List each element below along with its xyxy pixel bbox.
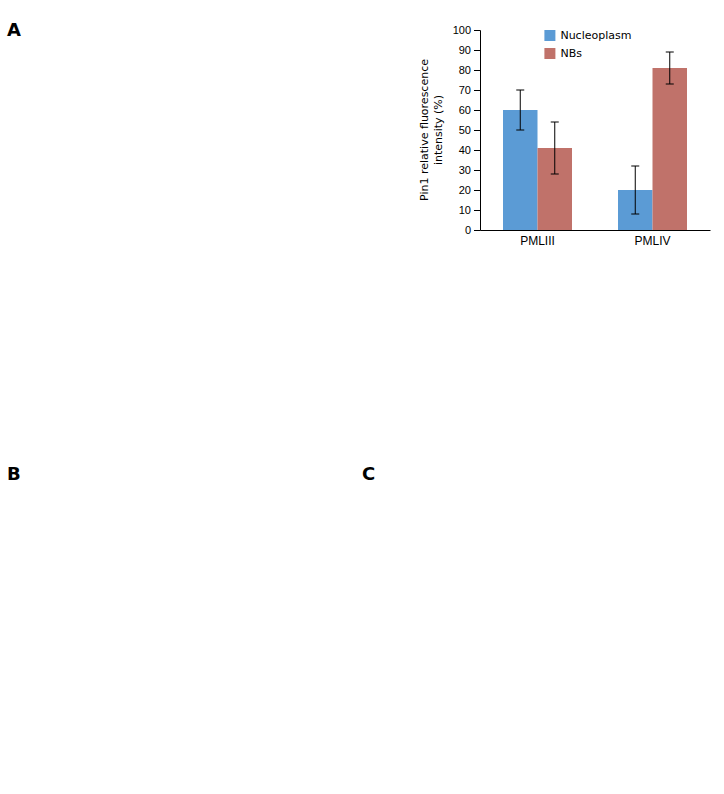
error-cap bbox=[666, 84, 674, 85]
axis-line bbox=[481, 230, 711, 231]
error-cap bbox=[551, 122, 559, 123]
error-cap bbox=[551, 174, 559, 175]
tick: 20 bbox=[459, 184, 480, 196]
tick-label: 0 bbox=[465, 224, 471, 236]
tick-mark bbox=[474, 90, 480, 91]
axis-title: Pin1 relative fluorescenceintensity (%) bbox=[418, 59, 445, 201]
legend-label: NBs bbox=[560, 47, 582, 60]
figure: A B C 0 10 20 30 40 50 60 70 80 90 100 PMLIII PMLIV Pin1… bbox=[0, 0, 724, 794]
tick: 30 bbox=[459, 164, 480, 176]
tick-mark bbox=[474, 30, 480, 31]
tick-label: 90 bbox=[459, 44, 471, 56]
bar bbox=[653, 68, 688, 230]
axis-title-line: intensity (%) bbox=[432, 95, 445, 165]
tick-label: PMLIV bbox=[634, 234, 670, 248]
error-cap bbox=[631, 166, 639, 167]
tick-label: 20 bbox=[459, 184, 471, 196]
tick: 0 bbox=[465, 224, 480, 236]
tick-mark bbox=[474, 130, 480, 131]
tick-label: 30 bbox=[459, 164, 471, 176]
tick-mark bbox=[474, 50, 480, 51]
series bbox=[503, 90, 653, 230]
legend-swatch bbox=[544, 48, 555, 59]
tick-mark bbox=[474, 110, 480, 111]
legend-label: Nucleoplasm bbox=[560, 29, 631, 42]
panel-label: A bbox=[7, 19, 21, 40]
legend-swatch bbox=[544, 30, 555, 41]
axis-title-line: Pin1 relative fluorescence bbox=[418, 59, 431, 201]
error-line bbox=[554, 122, 555, 174]
plot: 0 10 20 30 40 50 60 70 80 90 100 PMLIII PMLIV Pin1 re… bbox=[418, 24, 711, 248]
tick-label: 100 bbox=[453, 24, 471, 36]
tick-mark bbox=[474, 230, 480, 231]
error-line bbox=[520, 90, 521, 130]
error-bar bbox=[666, 52, 674, 84]
panel-label: B bbox=[7, 463, 21, 484]
error-bar bbox=[516, 90, 524, 130]
legend-item: NBs bbox=[544, 47, 582, 60]
tick-label: 80 bbox=[459, 64, 471, 76]
tick: 80 bbox=[459, 64, 480, 76]
error-line bbox=[635, 166, 636, 214]
error-cap bbox=[631, 214, 639, 215]
tick-mark bbox=[474, 210, 480, 211]
series bbox=[538, 52, 688, 230]
panel-label: C bbox=[362, 463, 375, 484]
error-cap bbox=[516, 130, 524, 131]
error-line bbox=[669, 52, 670, 84]
x-axis: PMLIII PMLIV bbox=[481, 230, 711, 248]
tick-mark bbox=[474, 170, 480, 171]
error-bar bbox=[551, 122, 559, 174]
tick-mark bbox=[474, 150, 480, 151]
tick-label: 50 bbox=[459, 124, 471, 136]
tick: PMLIV bbox=[634, 230, 670, 248]
tick-label: PMLIII bbox=[520, 234, 555, 248]
error-cap bbox=[666, 52, 674, 53]
legend: Nucleoplasm NBs bbox=[544, 29, 631, 60]
tick-label: 70 bbox=[459, 84, 471, 96]
tick-mark bbox=[474, 190, 480, 191]
tick: 60 bbox=[459, 104, 480, 116]
error-bar bbox=[631, 166, 639, 214]
legend-item: Nucleoplasm bbox=[544, 29, 631, 42]
tick-label: 60 bbox=[459, 104, 471, 116]
tick-label: 40 bbox=[459, 144, 471, 156]
tick-label: 10 bbox=[459, 204, 471, 216]
tick: 70 bbox=[459, 84, 480, 96]
tick: 100 bbox=[453, 24, 480, 36]
tick-mark bbox=[474, 70, 480, 71]
y-axis: 0 10 20 30 40 50 60 70 80 90 100 bbox=[453, 24, 481, 236]
error-cap bbox=[516, 90, 524, 91]
axis-line bbox=[474, 31, 481, 231]
marks bbox=[503, 52, 687, 230]
tick: 90 bbox=[459, 44, 480, 56]
tick: 10 bbox=[459, 204, 480, 216]
tick: 40 bbox=[459, 144, 480, 156]
tick: PMLIII bbox=[520, 230, 555, 248]
tick: 50 bbox=[459, 124, 480, 136]
